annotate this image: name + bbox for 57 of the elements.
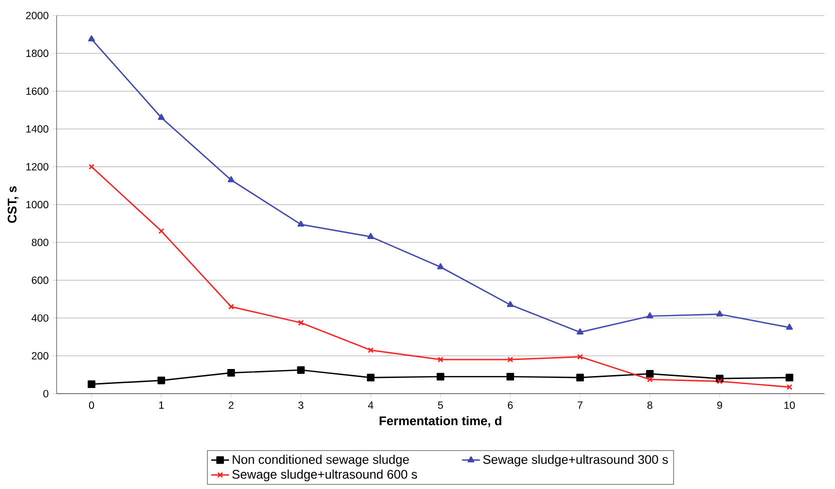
y-tick-label: 1600: [26, 88, 48, 95]
y-tick-label: 200: [32, 352, 48, 360]
y-tick-label: 0: [43, 390, 48, 398]
y-axis-title: CST, s: [8, 186, 18, 223]
y-tick-label: 1200: [26, 163, 48, 171]
point: [646, 312, 654, 318]
point: [716, 310, 724, 317]
point: [298, 320, 304, 326]
y-tick-label: 800: [32, 238, 48, 246]
point: [158, 114, 165, 120]
point: [366, 374, 375, 382]
point: [438, 356, 444, 363]
point: [506, 301, 514, 308]
point: [576, 374, 584, 382]
point: [88, 380, 96, 388]
point: [786, 324, 793, 330]
y-tick-label: 400: [32, 314, 48, 322]
point: [437, 263, 444, 270]
x-axis-title: Fermentation time, d: [380, 416, 502, 428]
legend-label: Non conditioned sewage sludge: [232, 454, 409, 467]
point: [228, 304, 234, 310]
x-tick-label: 5: [438, 402, 443, 409]
y-tick-label: 600: [32, 276, 48, 284]
x-tick-label: 7: [578, 402, 582, 409]
x-tick-label: 1: [159, 402, 164, 409]
y-tick-label: 1000: [26, 201, 48, 208]
point: [577, 354, 583, 360]
point: [368, 347, 374, 354]
x-tick-label: 6: [508, 402, 513, 410]
point: [298, 220, 304, 227]
point: [506, 372, 514, 381]
point: [158, 228, 164, 234]
y-tick-label: 2000: [26, 12, 48, 20]
point: [646, 376, 653, 382]
point: [227, 369, 235, 377]
x-tick-label: 9: [717, 402, 722, 410]
point: [576, 328, 584, 335]
x-tick-label: 2: [228, 402, 234, 409]
x-tick-label: 4: [368, 402, 374, 409]
y-tick-label: 1400: [26, 125, 48, 133]
point: [158, 376, 166, 384]
point: [507, 356, 514, 363]
legend-label: Sewage sludge+ultrasound 300 s: [483, 454, 668, 467]
point: [228, 176, 235, 182]
point: [436, 372, 444, 381]
x-tick-label: 0: [89, 402, 94, 410]
point: [786, 374, 794, 382]
point: [367, 233, 374, 240]
legend-label: Sewage sludge+ultrasound 600 s: [232, 470, 418, 482]
x-tick-label: 3: [298, 402, 304, 410]
x-tick-label: 10: [784, 402, 795, 410]
point: [88, 35, 95, 42]
point: [297, 366, 305, 374]
y-tick-label: 1800: [26, 50, 48, 58]
x-tick-label: 8: [647, 402, 652, 410]
point: [716, 378, 723, 384]
point: [646, 370, 654, 378]
